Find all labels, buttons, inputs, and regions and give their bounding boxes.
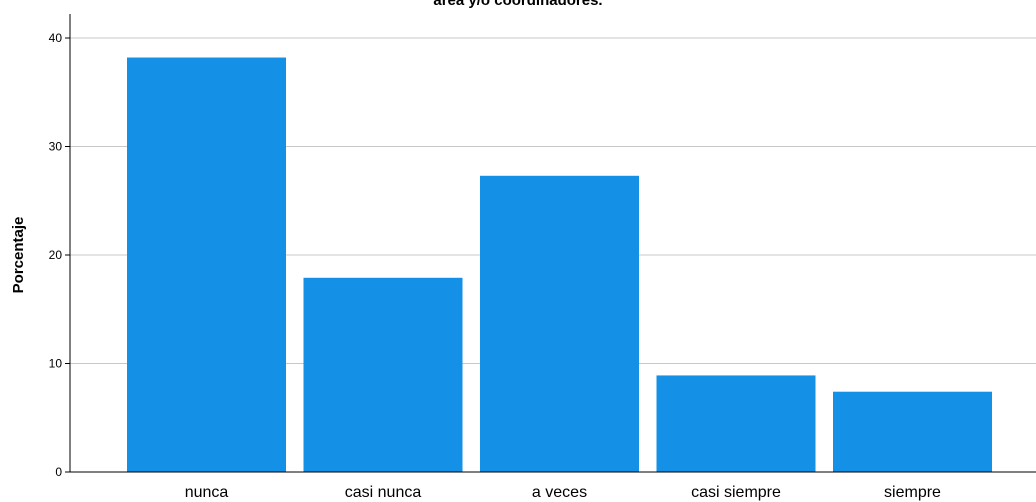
x-category-label: nunca [185, 484, 229, 501]
y-tick-label: 0 [55, 465, 62, 479]
x-category-label: casi siempre [691, 484, 781, 501]
y-tick-labels: 0 10 20 30 40 [49, 31, 63, 479]
bar-casi-siempre [656, 375, 816, 472]
x-category-label: a veces [532, 484, 587, 501]
y-axis-label: Porcentaje [10, 217, 27, 294]
bar-a-veces [480, 175, 639, 473]
chart-title: área y/o coordinadores. [433, 0, 603, 9]
y-tick-label: 20 [49, 248, 63, 262]
x-category-label: casi nunca [345, 484, 422, 501]
y-tick-label: 10 [49, 357, 63, 371]
x-category-label: siempre [884, 484, 941, 501]
x-category-labels: nunca casi nunca a veces casi siempre siempr… [185, 484, 941, 501]
y-tick-label: 40 [49, 31, 63, 45]
axes [69, 14, 1036, 473]
y-tick-label: 30 [49, 140, 63, 154]
bar-casi-nunca [303, 277, 463, 472]
bar-siempre [833, 391, 992, 472]
bar-nunca [127, 57, 286, 472]
bars [127, 57, 992, 473]
